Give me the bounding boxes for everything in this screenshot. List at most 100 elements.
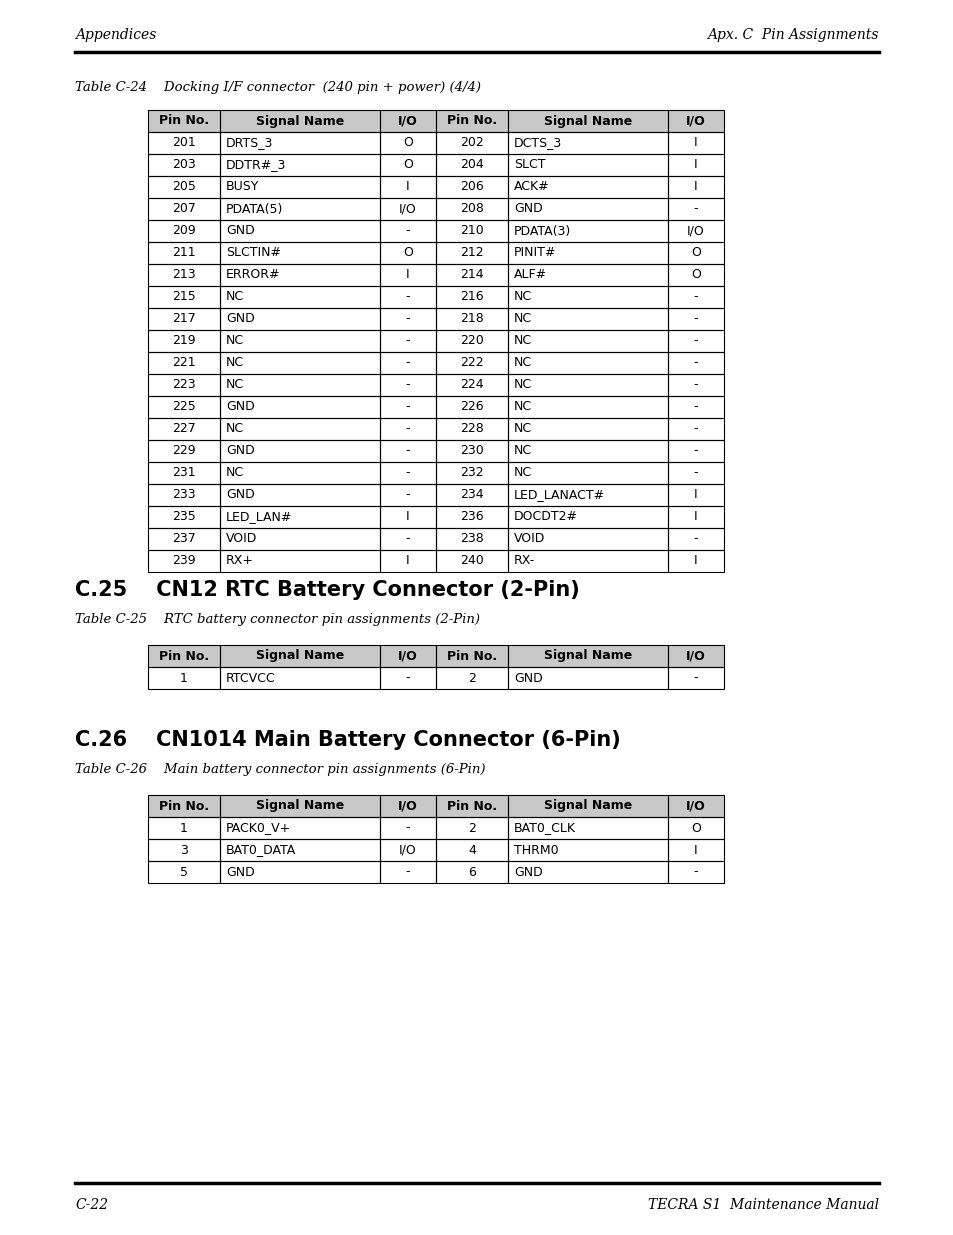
- Text: 4: 4: [468, 844, 476, 857]
- Text: LED_LANACT#: LED_LANACT#: [514, 489, 604, 501]
- Text: O: O: [690, 247, 700, 259]
- Bar: [379, 839, 436, 861]
- Bar: [667, 287, 723, 308]
- Text: NC: NC: [514, 335, 532, 347]
- Text: O: O: [690, 821, 700, 835]
- Bar: [667, 645, 723, 667]
- Text: -: -: [693, 357, 698, 369]
- Bar: [148, 506, 220, 529]
- Text: -: -: [693, 312, 698, 326]
- Text: -: -: [693, 467, 698, 479]
- Text: 6: 6: [468, 866, 476, 878]
- Bar: [667, 352, 723, 374]
- Text: PINIT#: PINIT#: [514, 247, 556, 259]
- Bar: [148, 220, 220, 242]
- Bar: [379, 242, 436, 264]
- Bar: [667, 154, 723, 177]
- Text: NC: NC: [514, 290, 532, 304]
- Bar: [148, 462, 220, 484]
- Bar: [220, 220, 379, 242]
- Text: SLCT: SLCT: [514, 158, 545, 172]
- Text: -: -: [405, 225, 410, 237]
- Bar: [667, 417, 723, 440]
- Bar: [220, 484, 379, 506]
- Bar: [667, 818, 723, 839]
- Bar: [667, 198, 723, 220]
- Text: I: I: [694, 844, 697, 857]
- Text: 213: 213: [172, 268, 195, 282]
- Bar: [148, 132, 220, 154]
- Text: 1: 1: [180, 672, 188, 684]
- Bar: [667, 795, 723, 818]
- Text: 233: 233: [172, 489, 195, 501]
- Bar: [220, 352, 379, 374]
- Bar: [148, 645, 220, 667]
- Text: VOID: VOID: [514, 532, 545, 546]
- Text: -: -: [693, 400, 698, 414]
- Text: -: -: [405, 672, 410, 684]
- Bar: [148, 198, 220, 220]
- Text: DCTS_3: DCTS_3: [514, 137, 561, 149]
- Text: Signal Name: Signal Name: [543, 799, 632, 813]
- Bar: [148, 242, 220, 264]
- Bar: [379, 440, 436, 462]
- Text: RX-: RX-: [514, 555, 535, 568]
- Text: I/O: I/O: [397, 115, 417, 127]
- Text: 224: 224: [459, 378, 483, 391]
- Bar: [148, 645, 723, 667]
- Text: I: I: [406, 268, 410, 282]
- Bar: [148, 484, 220, 506]
- Bar: [436, 220, 507, 242]
- Bar: [148, 374, 220, 396]
- Text: GND: GND: [226, 400, 254, 414]
- Bar: [507, 818, 667, 839]
- Text: 209: 209: [172, 225, 195, 237]
- Text: 234: 234: [459, 489, 483, 501]
- Bar: [436, 645, 507, 667]
- Text: I/O: I/O: [686, 225, 704, 237]
- Bar: [507, 110, 667, 132]
- Bar: [507, 861, 667, 883]
- Bar: [148, 330, 220, 352]
- Text: O: O: [402, 137, 413, 149]
- Text: -: -: [405, 378, 410, 391]
- Bar: [507, 352, 667, 374]
- Text: 205: 205: [172, 180, 195, 194]
- Text: Signal Name: Signal Name: [543, 650, 632, 662]
- Text: -: -: [693, 866, 698, 878]
- Bar: [507, 330, 667, 352]
- Bar: [148, 550, 220, 572]
- Bar: [379, 550, 436, 572]
- Text: -: -: [405, 467, 410, 479]
- Text: 214: 214: [459, 268, 483, 282]
- Bar: [220, 861, 379, 883]
- Text: GND: GND: [514, 203, 542, 215]
- Bar: [436, 264, 507, 287]
- Text: -: -: [693, 672, 698, 684]
- Bar: [220, 818, 379, 839]
- Bar: [507, 242, 667, 264]
- Text: 232: 232: [459, 467, 483, 479]
- Bar: [379, 396, 436, 417]
- Text: VOID: VOID: [226, 532, 257, 546]
- Bar: [379, 352, 436, 374]
- Text: Table C-25    RTC battery connector pin assignments (2-Pin): Table C-25 RTC battery connector pin ass…: [75, 614, 479, 626]
- Bar: [507, 396, 667, 417]
- Text: C-22: C-22: [75, 1198, 108, 1212]
- Text: DOCDT2#: DOCDT2#: [514, 510, 578, 524]
- Bar: [667, 242, 723, 264]
- Text: 237: 237: [172, 532, 195, 546]
- Bar: [148, 861, 220, 883]
- Text: -: -: [405, 335, 410, 347]
- Bar: [667, 462, 723, 484]
- Text: Pin No.: Pin No.: [159, 115, 209, 127]
- Bar: [220, 264, 379, 287]
- Bar: [436, 396, 507, 417]
- Bar: [667, 667, 723, 689]
- Bar: [507, 177, 667, 198]
- Bar: [379, 330, 436, 352]
- Text: 215: 215: [172, 290, 195, 304]
- Bar: [667, 550, 723, 572]
- Bar: [436, 839, 507, 861]
- Bar: [667, 264, 723, 287]
